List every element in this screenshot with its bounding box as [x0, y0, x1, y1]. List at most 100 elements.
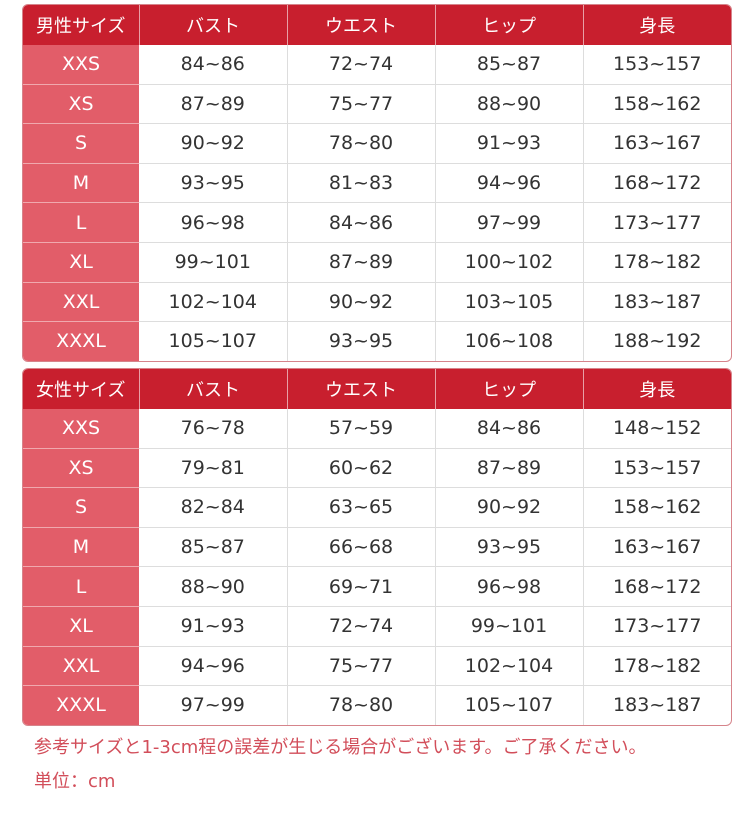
measurement-cell: 178~182: [583, 645, 731, 686]
table-row: M 93~95 81~83 94~96 168~172: [23, 162, 731, 203]
mens-size-table: 男性サイズ バスト ウエスト ヒップ 身長 XXS 84~86 72~74 85~87 153~1…: [22, 4, 732, 362]
table-row: XS 87~89 75~77 88~90 158~162: [23, 83, 731, 124]
table-row: XXL 102~104 90~92 103~105 183~187: [23, 281, 731, 322]
measurement-cell: 72~74: [287, 45, 436, 85]
size-label: XS: [23, 447, 139, 488]
measurement-cell: 153~157: [613, 53, 702, 76]
table-row: L 88~90 69~71 96~98 168~172: [23, 566, 731, 607]
size-label: XXXL: [23, 685, 139, 725]
measurement-cell: 84~86: [435, 409, 584, 449]
measurement-cell: 183~187: [583, 281, 731, 322]
measurement-cell: 94~96: [435, 162, 584, 203]
measurement-cell: 93~95: [139, 162, 288, 203]
column-header: ウエスト: [287, 369, 436, 409]
measurement-cell: 76~78: [139, 409, 288, 449]
measurement-cell: 75~77: [287, 83, 436, 124]
measurement-cell: 84~86: [139, 45, 288, 85]
column-header: バスト: [139, 369, 288, 409]
measurement-cell: 88~90: [435, 83, 584, 124]
measurement-cell: 87~89: [287, 241, 436, 283]
measurement-cell: 72~74: [287, 605, 436, 647]
measurement-cell: 158~162: [583, 83, 731, 124]
measurement-cell: 96~98: [435, 566, 584, 607]
size-label: S: [23, 487, 139, 528]
measurement-cell: 93~95: [435, 526, 584, 567]
measurement-cell: 100~102: [435, 241, 584, 283]
size-label: XL: [23, 605, 139, 647]
table-row: S 82~84 63~65 90~92 158~162: [23, 487, 731, 528]
size-label: L: [23, 202, 139, 243]
measurement-cell: 158~162: [583, 487, 731, 528]
unit-note: 単位：cm: [34, 771, 116, 792]
measurement-cell: 105~107: [139, 321, 288, 361]
column-header: 女性サイズ: [23, 369, 140, 409]
measurement-cell: 90~92: [287, 281, 436, 322]
measurement-cell: 99~101: [139, 241, 288, 283]
size-label: L: [23, 566, 139, 607]
size-label: S: [23, 123, 139, 164]
measurement-cell: 87~89: [435, 447, 584, 488]
table-row: S 90~92 78~80 91~93 163~167: [23, 123, 731, 164]
table-row: XXXL 105~107 93~95 106~108 188~192: [23, 321, 731, 361]
measurement-cell: 105~107: [435, 685, 584, 725]
measurement-cell: 81~83: [287, 162, 436, 203]
size-label: M: [23, 162, 139, 203]
header-row: 男性サイズ バスト ウエスト ヒップ 身長: [23, 5, 731, 45]
size-label: XXS: [23, 45, 139, 85]
size-label: XL: [23, 241, 139, 283]
measurement-cell: 163~167: [583, 123, 731, 164]
column-header: ヒップ: [435, 369, 584, 409]
column-header: 男性サイズ: [23, 5, 140, 45]
measurement-cell: 97~99: [139, 685, 288, 725]
measurement-cell: 102~104: [435, 645, 584, 686]
measurement-cell: 87~89: [139, 83, 288, 124]
table-row: L 96~98 84~86 97~99 173~177: [23, 202, 731, 243]
measurement-cell: 78~80: [287, 685, 436, 725]
measurement-cell: 90~92: [435, 487, 584, 528]
measurement-cell: 78~80: [287, 123, 436, 164]
womens-size-table: 女性サイズ バスト ウエスト ヒップ 身長 XXS 76~78 57~59 84~86 148~1…: [22, 368, 732, 726]
measurement-cell: 106~108: [435, 321, 584, 361]
measurement-cell: 75~77: [287, 645, 436, 686]
measurement-cell: 63~65: [287, 487, 436, 528]
column-header: バスト: [139, 5, 288, 45]
measurement-cell: 178~182: [583, 241, 731, 283]
table-row: XXL 94~96 75~77 102~104 178~182: [23, 645, 731, 686]
size-label: XXS: [23, 409, 139, 449]
measurement-cell: 97~99: [435, 202, 584, 243]
table-row: XL 91~93 72~74 99~101 173~177: [23, 605, 731, 647]
measurement-cell: 84~86: [287, 202, 436, 243]
measurement-cell: 82~84: [139, 487, 288, 528]
measurement-cell: 85~87: [139, 526, 288, 567]
measurement-cell: 79~81: [139, 447, 288, 488]
column-header: 身長: [583, 369, 731, 409]
size-label: M: [23, 526, 139, 567]
measurement-cell: 66~68: [287, 526, 436, 567]
measurement-cell: 188~192: [583, 321, 731, 361]
header-row: 女性サイズ バスト ウエスト ヒップ 身長: [23, 369, 731, 409]
table-row: XL 99~101 87~89 100~102 178~182: [23, 241, 731, 283]
measurement-cell: 103~105: [435, 281, 584, 322]
table-row: XS 79~81 60~62 87~89 153~157: [23, 447, 731, 488]
measurement-cell: 173~177: [583, 202, 731, 243]
measurement-cell: 60~62: [287, 447, 436, 488]
measurement-cell: 69~71: [287, 566, 436, 607]
measurement-cell: 102~104: [139, 281, 288, 322]
size-label: XXXL: [23, 321, 139, 361]
measurement-cell: 88~90: [139, 566, 288, 607]
table-row: XXXL 97~99 78~80 105~107 183~187: [23, 685, 731, 725]
measurement-cell: 90~92: [139, 123, 288, 164]
measurement-cell: 94~96: [139, 645, 288, 686]
tolerance-note: 参考サイズと1-3cm程の誤差が生じる場合がございます。ご了承ください。: [34, 737, 647, 758]
size-label: XXL: [23, 645, 139, 686]
table-row: M 85~87 66~68 93~95 163~167: [23, 526, 731, 567]
measurement-cell: 153~157: [583, 447, 731, 488]
measurement-cell: 183~187: [583, 685, 731, 725]
measurement-cell: 96~98: [139, 202, 288, 243]
column-header: ヒップ: [435, 5, 584, 45]
measurement-cell: 163~167: [583, 526, 731, 567]
column-header: 身長: [583, 5, 731, 45]
measurement-cell: 168~172: [583, 566, 731, 607]
measurement-cell: 91~93: [139, 605, 288, 647]
measurement-cell: 99~101: [435, 605, 584, 647]
